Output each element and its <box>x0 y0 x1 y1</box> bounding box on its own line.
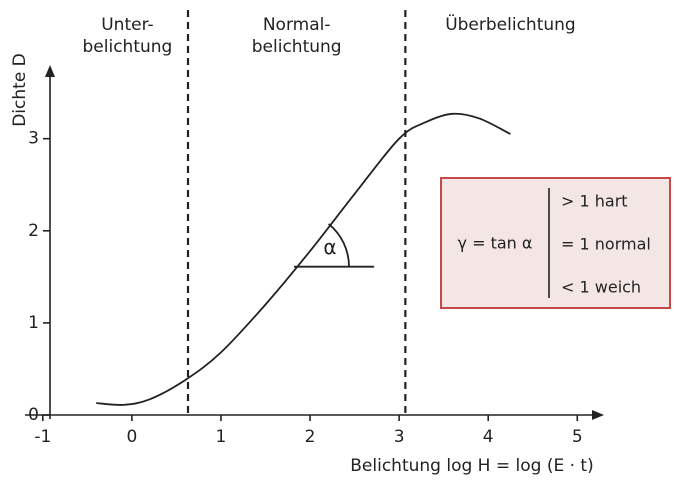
x-tick-label: 2 <box>305 427 316 447</box>
x-tick-label: 4 <box>483 427 494 447</box>
y-axis-label: Dichte D <box>10 53 30 127</box>
formula-box <box>440 177 671 309</box>
region-label: Normal- <box>263 15 331 35</box>
angle-label: α <box>323 235 336 259</box>
y-axis-arrow <box>45 65 55 77</box>
x-tick-label: 5 <box>572 427 583 447</box>
region-label: belichtung <box>252 37 342 57</box>
region-label: Überbelichtung <box>445 13 576 35</box>
x-tick-label: 0 <box>126 427 137 447</box>
formula-item: = 1 normal <box>561 235 651 254</box>
y-tick-label: 0 <box>28 405 39 425</box>
x-tick-label: 3 <box>394 427 405 447</box>
x-axis-label: Belichtung log H = log (E · t) <box>350 456 593 476</box>
region-label: belichtung <box>83 37 173 57</box>
formula-item: < 1 weich <box>561 278 641 297</box>
y-tick-label: 1 <box>28 313 39 333</box>
y-tick-label: 3 <box>28 129 39 149</box>
x-axis-arrow <box>592 410 604 420</box>
region-label: Unter- <box>101 15 153 35</box>
formula: γ = tan α <box>458 234 533 253</box>
formula-item: > 1 hart <box>561 192 628 211</box>
curve <box>96 112 511 406</box>
x-tick-label: 1 <box>216 427 227 447</box>
x-tick-label: -1 <box>34 427 51 447</box>
y-tick-label: 2 <box>28 221 39 241</box>
angle-arc <box>328 223 350 267</box>
